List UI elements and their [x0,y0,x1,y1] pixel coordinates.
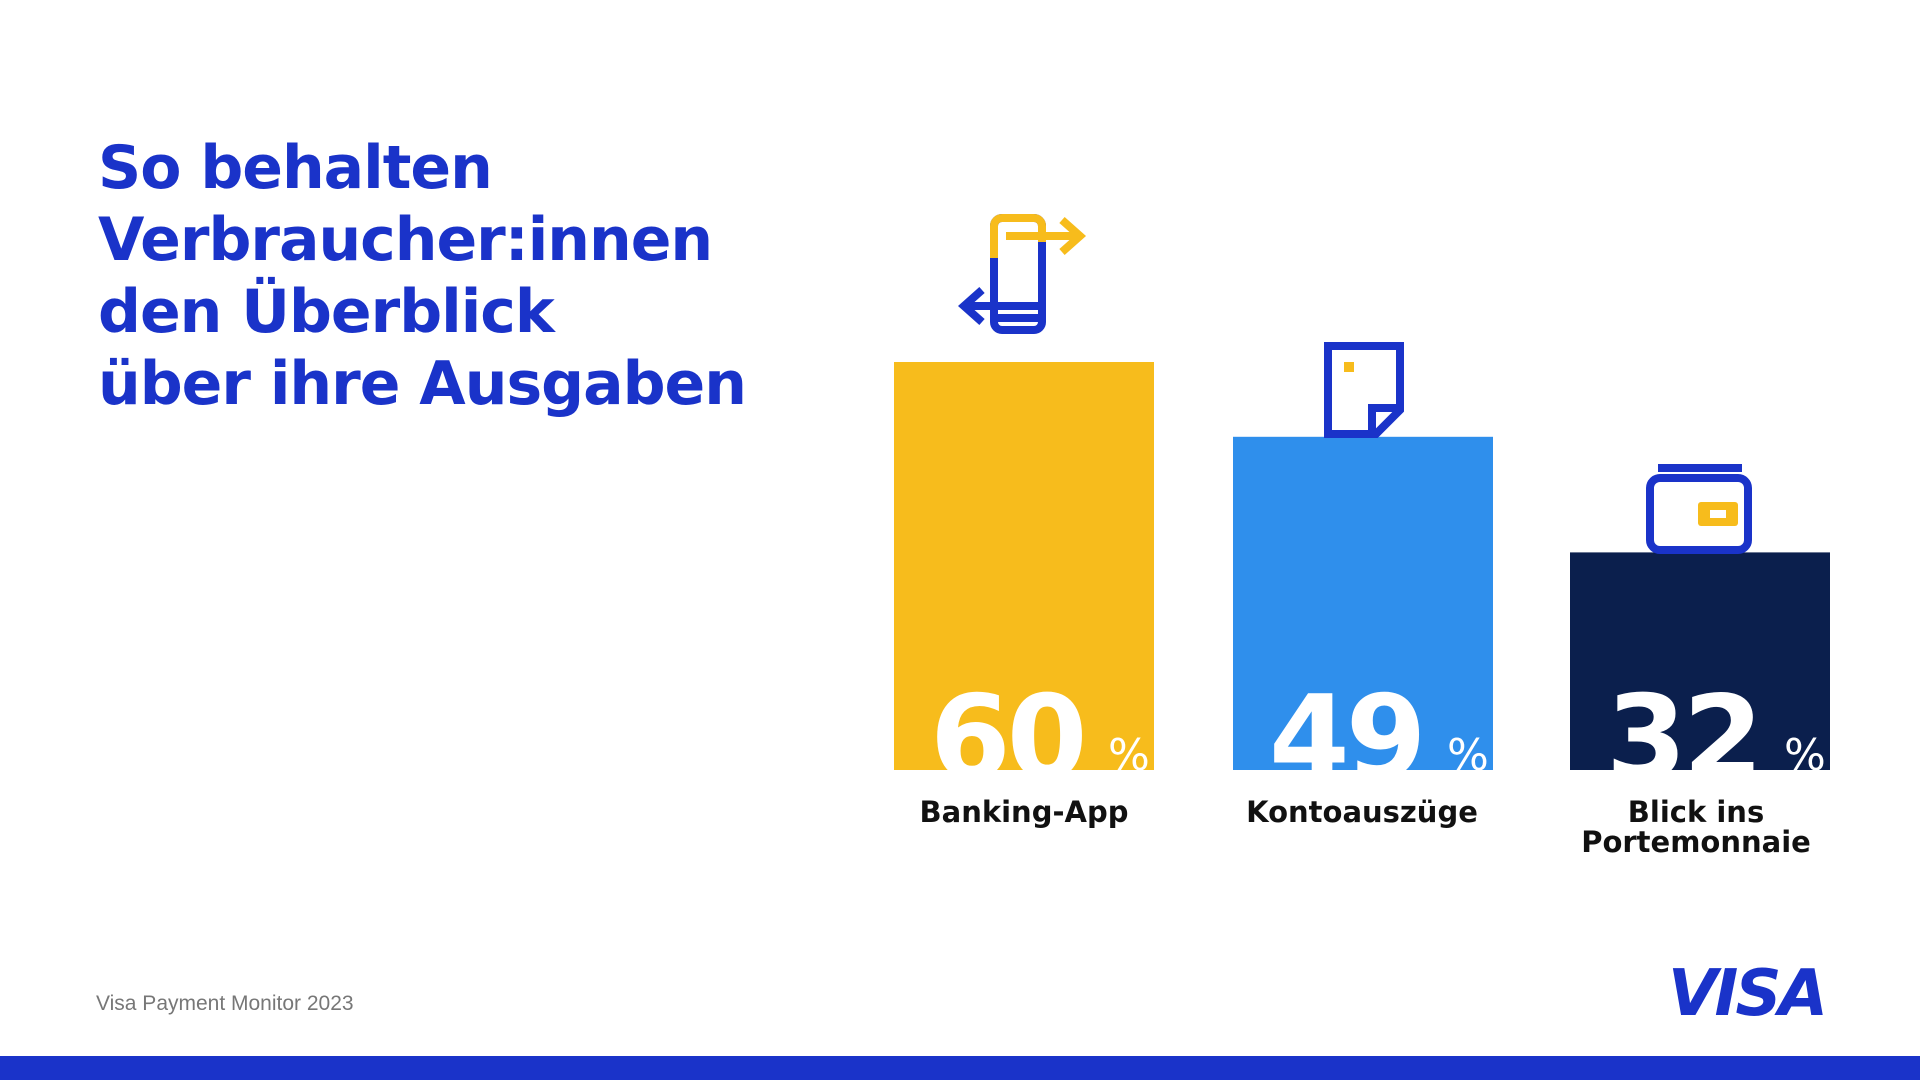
bar-1 [894,362,1154,770]
baseline-mask [880,770,1860,800]
category-label-portemonnaie: Blick ins Portemonnaie [1581,795,1811,859]
phone-transfer-icon [958,214,1087,334]
bar-2 [1233,436,1493,770]
visa-logo: VISA [1668,957,1828,1031]
source-note: Visa Payment Monitor 2023 [96,992,354,1015]
page-title: So behalten Verbraucher:innen den Überbl… [98,132,818,420]
wallet-icon [1646,464,1752,554]
title-line: Verbraucher:innen [98,205,713,275]
category-label-banking-app: Banking-App [919,795,1129,829]
bottom-band [0,1056,1920,1080]
title-line: So behalten [98,133,493,203]
category-label-kontoauszuege: Kontoauszüge [1246,795,1478,829]
bar-3 [1570,552,1830,770]
document-icon [1324,342,1404,438]
title-line: über ihre Ausgaben [98,349,747,419]
title-line: den Überblick [98,277,555,347]
